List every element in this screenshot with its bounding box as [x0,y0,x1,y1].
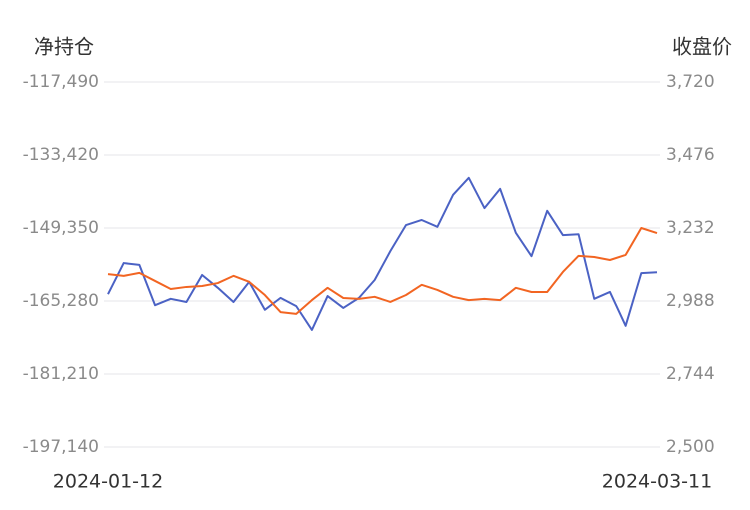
y-tick-label: -197,140 [23,437,99,457]
y2-tick-label: 3,232 [666,218,715,238]
y2-tick-label: 2,744 [666,364,715,384]
y2-axis-title: 收盘价 [672,35,732,59]
y2-tick-label: 2,988 [666,291,715,311]
y-axis-title: 净持仓 [34,35,94,59]
y2-tick-label: 2,500 [666,437,715,457]
y-tick-label: -165,280 [23,291,99,311]
y2-tick-label: 3,720 [666,72,715,92]
y-tick-label: -133,420 [23,145,99,165]
y-tick-label: -149,350 [23,218,99,238]
series-line [107,227,658,315]
x-tick-label: 2024-01-12 [53,471,163,493]
series-line [107,176,658,331]
x-tick-label: 2024-03-11 [602,471,712,493]
y-tick-label: -181,210 [23,364,99,384]
y2-tick-label: 3,476 [666,145,715,165]
y-tick-label: -117,490 [23,72,99,92]
